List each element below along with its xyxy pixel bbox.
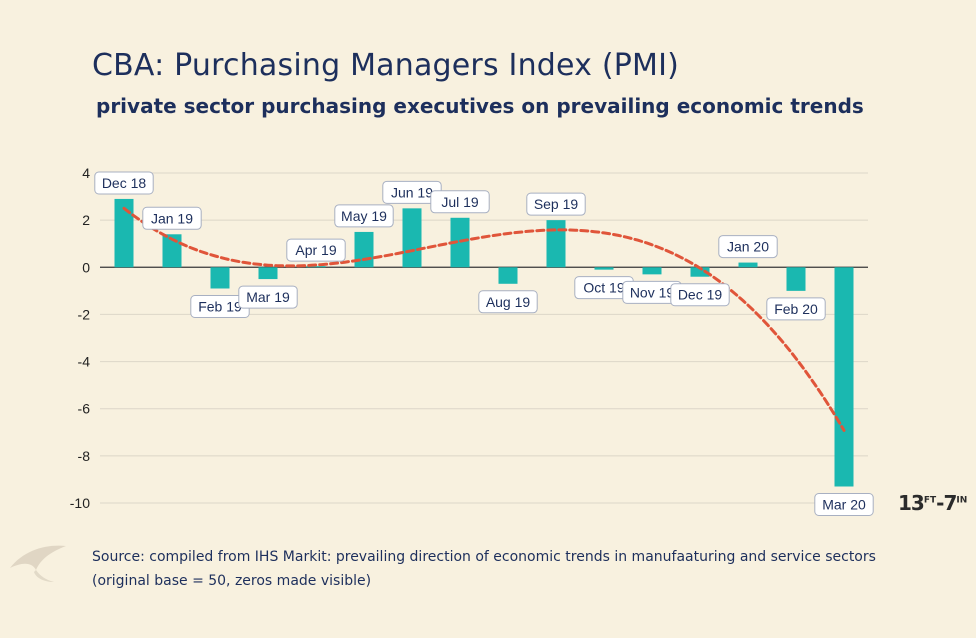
data-label: Jan 20 [718, 235, 778, 259]
svg-text:Nov 19: Nov 19 [630, 284, 675, 300]
data-label: Feb 19 [190, 295, 250, 318]
svg-text:Jan 19: Jan 19 [151, 210, 193, 226]
data-label: Mar 20 [814, 493, 874, 516]
source-line-2: (original base = 50, zeros made visible) [92, 573, 372, 589]
svg-text:Feb 20: Feb 20 [774, 301, 818, 317]
data-label: Jan 19 [142, 206, 202, 230]
bar [210, 267, 230, 289]
data-label: Mar 19 [238, 285, 298, 309]
y-tick-label: -10 [70, 495, 90, 511]
svg-text:Mar 20: Mar 20 [822, 497, 866, 513]
data-label: Aug 19 [478, 290, 538, 314]
svg-text:Jan 20: Jan 20 [727, 239, 769, 255]
svg-text:Dec 18: Dec 18 [102, 175, 147, 191]
bar [642, 267, 662, 275]
chart-subtitle: private sector purchasing executives on … [96, 94, 864, 118]
data-label: Dec 18 [94, 171, 154, 195]
bar [354, 231, 374, 268]
bar [258, 267, 278, 280]
bar [498, 267, 518, 284]
y-tick-label: -6 [78, 401, 91, 417]
data-label: Apr 19 [286, 238, 346, 262]
svg-text:Jul 19: Jul 19 [441, 194, 479, 210]
gridlines [100, 172, 868, 504]
y-axis-ticks: 4 2 0 -2 -4 -6 -8 -10 [70, 165, 90, 511]
data-label: Dec 19 [670, 283, 730, 307]
svg-text:Aug 19: Aug 19 [486, 294, 531, 310]
data-label: Jul 19 [430, 190, 490, 214]
data-label: Nov 19 [622, 280, 682, 304]
svg-text:May 19: May 19 [341, 208, 387, 224]
y-tick-label: -8 [78, 448, 91, 464]
svg-text:Apr 19: Apr 19 [295, 242, 336, 258]
source-note: Source: compiled from IHS Markit: prevai… [92, 545, 952, 593]
y-tick-label: 2 [82, 212, 90, 228]
chart-title: CBA: Purchasing Managers Index (PMI) [92, 48, 680, 83]
svg-text:Dec 19: Dec 19 [678, 287, 723, 303]
y-tick-label: -2 [78, 306, 91, 322]
bar [306, 266, 326, 268]
bar [546, 220, 566, 268]
data-label: Sep 19 [526, 192, 586, 216]
svg-text:Oct 19: Oct 19 [583, 280, 624, 296]
bar [834, 267, 854, 487]
svg-text:Mar 19: Mar 19 [246, 289, 290, 305]
data-label: Feb 20 [766, 297, 826, 321]
data-label: May 19 [334, 204, 394, 228]
y-tick-label: 0 [82, 259, 90, 275]
bar [114, 198, 134, 268]
svg-text:Jun 19: Jun 19 [391, 184, 433, 200]
y-tick-label: -4 [78, 354, 91, 370]
svg-text:Feb 19: Feb 19 [198, 299, 242, 315]
bird-watermark-icon [10, 545, 66, 582]
brand-logo: 13FT-7IN [898, 491, 968, 515]
source-line-1: Source: compiled from IHS Markit: prevai… [92, 549, 876, 565]
bar [786, 267, 806, 291]
bar [690, 267, 710, 277]
svg-text:Sep 19: Sep 19 [534, 196, 579, 212]
data-label: Jun 19 [382, 180, 442, 204]
y-tick-label: 4 [82, 165, 90, 181]
bar [738, 262, 758, 268]
bar [450, 217, 470, 268]
bar [594, 267, 614, 270]
bar [402, 208, 422, 268]
